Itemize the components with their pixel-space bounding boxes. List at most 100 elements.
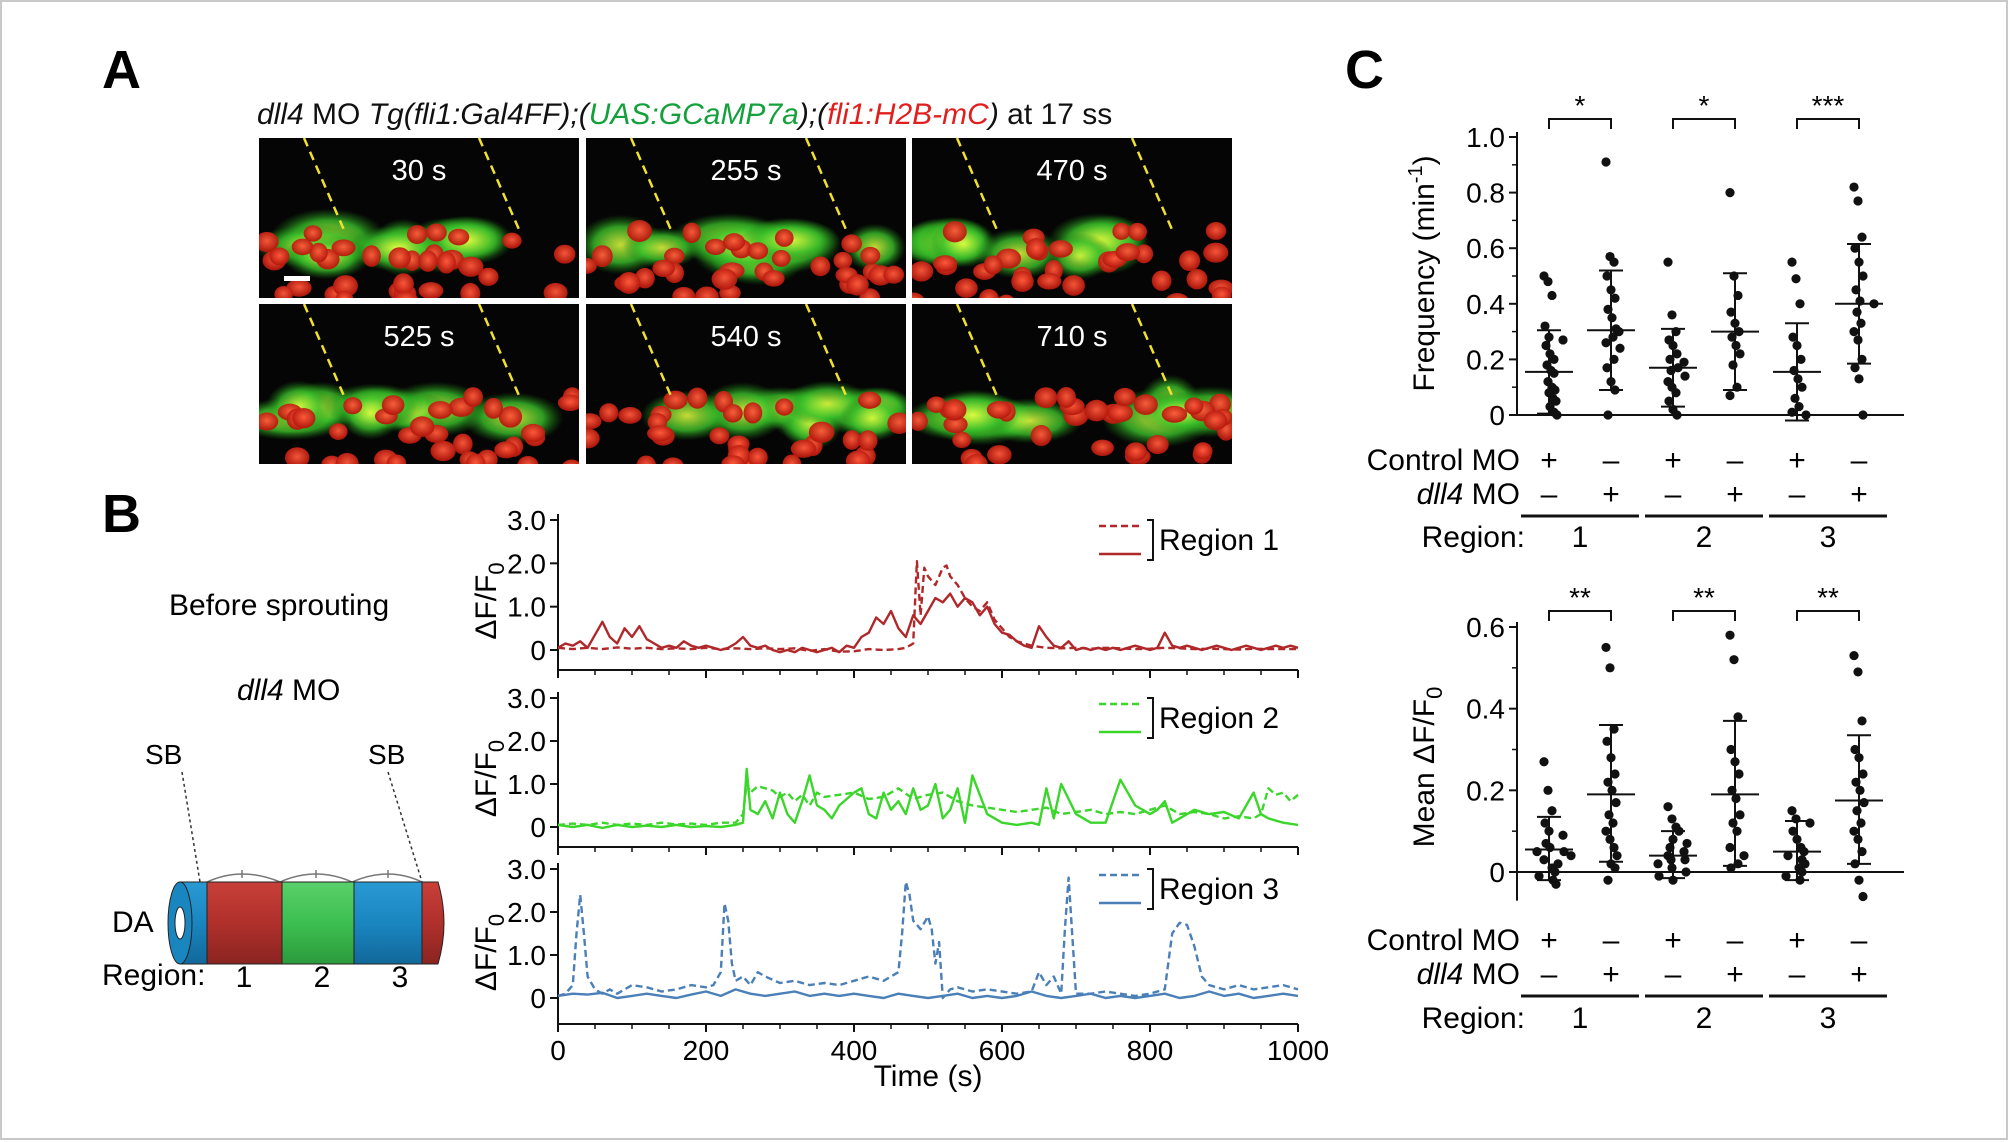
data-point [1732,826,1742,836]
data-point [1850,744,1860,755]
nucleus [269,247,290,266]
nucleus [858,430,878,451]
nucleus [841,234,863,253]
data-point [1795,299,1805,309]
nucleus [343,397,363,415]
nucleus [1134,244,1154,264]
data-point [1610,863,1620,873]
nucleus [722,404,743,423]
nucleus [1025,238,1047,260]
legend-label: Region 3 [1159,873,1279,906]
dot-group [1525,271,1573,420]
nucleus [845,450,871,464]
data-point [1601,826,1611,836]
da-label: DA [112,906,154,939]
nucleus [1203,242,1229,263]
nucleus [709,427,730,445]
da-schematic: Before sprouting dll4 MO SB SB DA Region… [102,589,445,994]
y-tick-label: 1.0 [1466,122,1505,153]
nucleus [1127,222,1147,241]
data-point [1601,338,1611,348]
nucleus [846,274,869,296]
nucleus [1091,439,1114,456]
data-point [1849,182,1859,192]
nucleus [652,259,675,278]
data-point [1549,354,1559,364]
y-tick-label: 3.0 [507,505,546,536]
nucleus [743,402,763,424]
data-point [1797,382,1807,392]
somite-boundary-line [1130,138,1176,235]
nucleus [494,441,518,459]
panel-a-title: dll4 MO Tg(fli1:Gal4FF);(UAS:GCaMP7a);(f… [257,98,1112,131]
data-point [1604,810,1614,820]
data-point [1549,368,1559,378]
nucleus [478,267,499,286]
dll4-mo-marker: – [1665,478,1682,511]
data-point [1667,310,1677,320]
data-point [1849,327,1859,337]
data-point [1728,818,1738,828]
micrograph-tile: 525 s [259,304,579,464]
control-mo-marker: – [1851,924,1868,957]
da-segment-region-3 [353,881,425,965]
micrograph-tile: 540 s [586,304,906,464]
nucleus [965,453,988,464]
nucleus [259,412,279,431]
data-point [1539,855,1549,865]
nucleus [1184,397,1204,415]
significance-label: * [1575,90,1586,121]
nucleus [418,250,438,272]
dll4-mo-marker: + [1602,478,1620,511]
data-point [1726,307,1736,317]
nucleus [259,231,279,253]
control-mo-marker: – [1727,924,1744,957]
dll4-mo-marker: – [1789,958,1806,991]
data-point [1539,757,1549,767]
nucleus [647,425,673,442]
x-tick-label: 1000 [1267,1035,1329,1066]
nucleus [1112,222,1131,240]
dot-group [1835,182,1883,420]
data-point [1787,257,1797,267]
frame-time-label: 255 s [711,155,782,187]
nucleus [388,247,411,269]
significance-bracket [1548,118,1612,129]
data-point [1733,712,1743,722]
nucleus [586,413,602,430]
control-mo-row-label: Control MO [1367,444,1520,477]
data-point [1611,797,1621,808]
nucleus [664,247,685,265]
nucleus [386,454,407,464]
nucleus [1151,270,1172,291]
dll4-mo-marker: + [1850,958,1868,991]
frame-time-label: 710 s [1037,321,1108,353]
nucleus [1179,250,1201,271]
control-mo-marker: – [1727,444,1744,477]
nucleus [747,447,768,464]
data-point [1788,332,1798,342]
nucleus [1166,293,1189,298]
series-line-dashed [557,560,1298,653]
nucleus [883,265,905,284]
y-tick-label: 0 [1489,400,1505,431]
nucleus [1048,240,1073,258]
region-number: 3 [1820,521,1837,554]
data-point [1858,271,1868,281]
nucleus [943,415,968,434]
frame-time-label: 525 s [384,321,455,353]
y-tick-label: 1.0 [507,769,546,800]
title-part: ) [986,98,999,131]
data-point [1540,818,1550,828]
nucleus [1146,435,1169,455]
region-number: 1 [1572,521,1589,554]
nucleus [333,275,358,297]
region-label: Region: [102,959,205,992]
nucleus [912,411,928,431]
data-point [1654,871,1664,881]
data-point [1615,343,1625,353]
y-tick-label: 0 [530,812,546,843]
nucleus [409,416,435,437]
nucleus [381,395,405,416]
